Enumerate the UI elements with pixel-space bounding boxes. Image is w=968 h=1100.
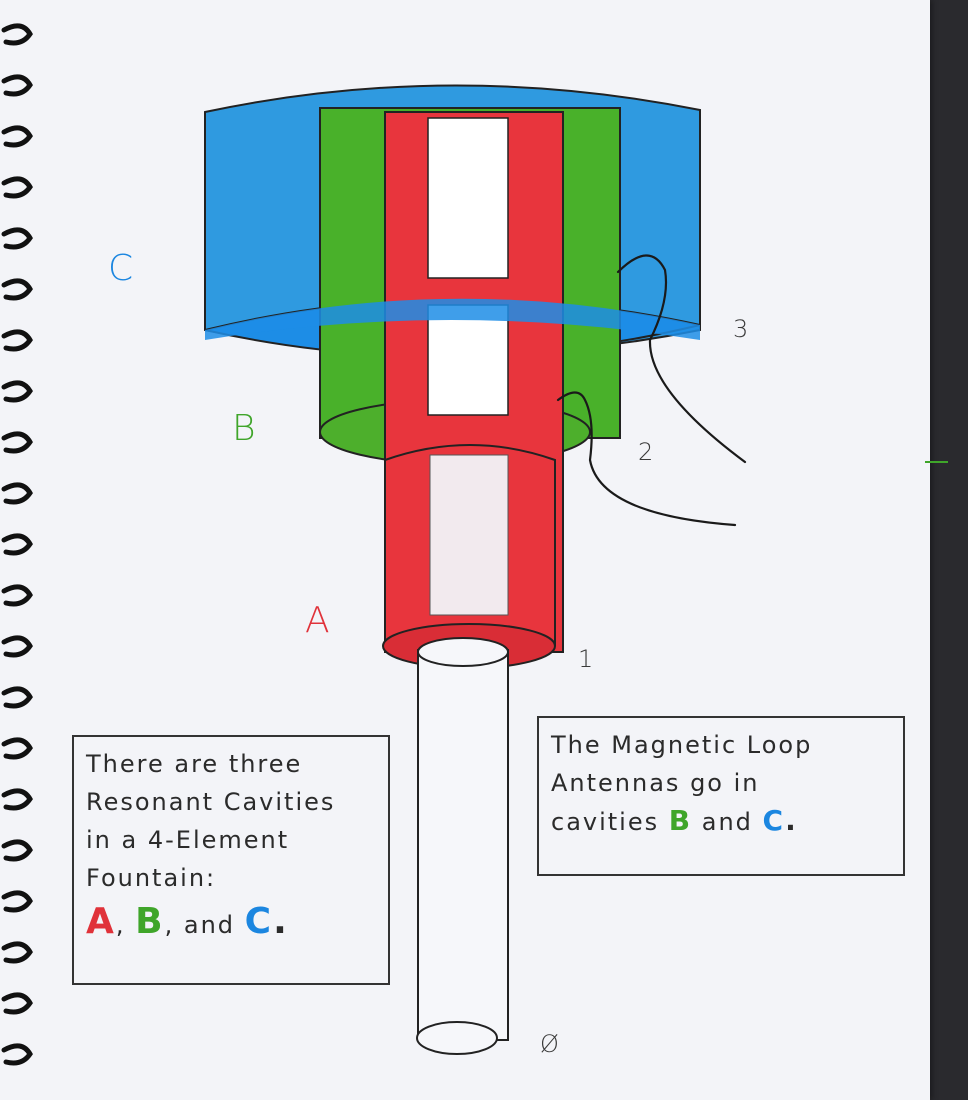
note-left-line-1: There are three bbox=[86, 745, 376, 783]
note-right-line-3: cavities B and C. bbox=[551, 802, 891, 841]
note-left-end: . bbox=[273, 901, 289, 942]
note-left-sep-1: , bbox=[116, 911, 126, 939]
label-point-1: 1 bbox=[578, 645, 595, 673]
note-left-line-5: A, B, and C. bbox=[86, 903, 376, 944]
note-right-b: B bbox=[669, 804, 692, 837]
note-left-line-2: Resonant Cavities bbox=[86, 783, 376, 821]
note-right-prefix: cavities bbox=[551, 808, 659, 836]
note-right-line-2: Antennas go in bbox=[551, 764, 891, 802]
note-left-line-4: Fountain: bbox=[86, 859, 376, 897]
note-left-c: C bbox=[245, 901, 273, 942]
note-right-line-1: The Magnetic Loop bbox=[551, 726, 891, 764]
note-right-mid: and bbox=[702, 808, 753, 836]
cavity-a-cylinder bbox=[383, 112, 563, 668]
note-right-c: C bbox=[763, 804, 786, 837]
label-cavity-b: B bbox=[232, 408, 258, 449]
note-three-cavities: There are three Resonant Cavities in a 4… bbox=[72, 735, 390, 985]
note-right-end: . bbox=[785, 804, 798, 837]
label-point-0: Ø bbox=[540, 1030, 561, 1058]
note-loop-antennas: The Magnetic Loop Antennas go in cavitie… bbox=[537, 716, 905, 876]
note-left-sep-2: , and bbox=[165, 911, 235, 939]
label-cavity-c: C bbox=[108, 248, 135, 289]
label-point-3: 3 bbox=[733, 315, 750, 343]
note-left-line-3: in a 4-Element bbox=[86, 821, 376, 859]
note-left-b: B bbox=[135, 901, 164, 942]
note-left-a: A bbox=[86, 901, 116, 942]
label-point-2: 2 bbox=[638, 438, 655, 466]
feed-rod bbox=[417, 638, 508, 1054]
label-cavity-a: A bbox=[305, 600, 332, 641]
